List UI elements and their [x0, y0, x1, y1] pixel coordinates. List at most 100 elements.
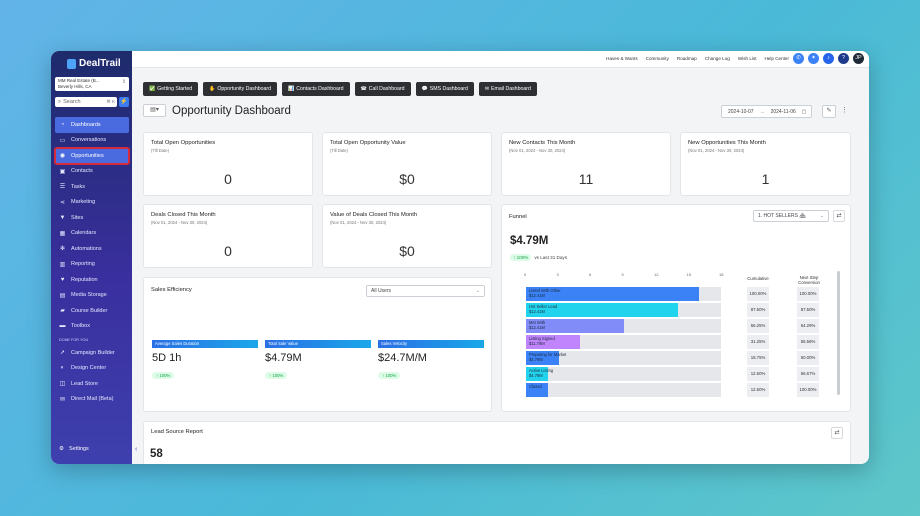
top-link-change-log[interactable]: Change Log	[704, 56, 730, 61]
axis-tick-label: 15	[686, 272, 691, 277]
top-link-wish-list[interactable]: Wish List	[737, 56, 757, 61]
sidebar-item-direct-mail-beta[interactable]: ✉ Direct Mail (Beta)	[55, 392, 129, 408]
tab-contacts-dashboard[interactable]: 📊 Contacts Dashboard	[282, 82, 350, 96]
funnel-stage-name: Active Listing	[529, 368, 554, 373]
calendar-icon: ▦	[59, 230, 66, 237]
swap-icon[interactable]: ⇄	[831, 427, 843, 439]
more-options-icon[interactable]: ⋮	[841, 107, 848, 114]
funnel-bar[interactable]: Listing Signed $11.78M	[526, 335, 581, 349]
date-range-picker[interactable]: 2024-10-07 → 2024-11-06 ▢	[721, 105, 812, 118]
stat-title: New Contacts This Month	[509, 140, 576, 146]
sidebar-item-contacts[interactable]: ▣ Contacts	[55, 164, 129, 180]
brand-logo[interactable]: DealTrail	[67, 58, 121, 69]
funnel-bar[interactable]: Closed	[526, 383, 548, 397]
view-toggle-button[interactable]: ▤▾	[143, 104, 166, 117]
megaphone-icon[interactable]: ✦	[808, 53, 819, 64]
stat-subtitle: (Nov 01, 2024 - Nov 30, 2024)	[509, 148, 566, 153]
tab-icon: ✉	[484, 86, 490, 92]
funnel-stage-name: Listed With Other	[529, 288, 561, 293]
help-icon[interactable]: ?	[838, 53, 849, 64]
sidebar: DealTrail MM Real Estate (B... Beverly H…	[51, 51, 132, 464]
funnel-bar[interactable]: Hot Seller Lead $12.41M	[526, 303, 678, 317]
metric-label: Total Sale Value	[265, 340, 371, 348]
top-link-roadmap[interactable]: Roadmap	[676, 56, 697, 61]
funnel-bar[interactable]: Met With $12.41M	[526, 319, 624, 333]
sidebar-item-marketing[interactable]: ⋖ Marketing	[55, 195, 129, 211]
sidebar-item-design-center[interactable]: ◐ Design Center	[55, 361, 129, 377]
axis-tick-label: 6	[589, 272, 592, 277]
axis-tick-label: 9	[621, 272, 624, 277]
top-bar: Haves & Wants Community Roadmap Change Log W…	[132, 51, 869, 68]
sidebar-item-label: Lead Store	[71, 380, 98, 387]
tab-getting-started[interactable]: ✅ Getting Started	[143, 82, 199, 96]
campaign-icon: ➚	[59, 350, 66, 357]
sidebar-item-dashboards[interactable]: ◔ Dashboards	[55, 117, 129, 133]
swap-icon[interactable]: ⇄	[833, 210, 845, 222]
sidebar-item-label: Opportunities	[71, 152, 104, 159]
quick-action-bolt-icon[interactable]: ⚡	[119, 97, 129, 107]
contacts-icon: ▣	[59, 168, 66, 175]
sidebar-item-conversations[interactable]: ▭ Conversations	[55, 133, 129, 149]
top-link-haves-wants[interactable]: Haves & Wants	[606, 56, 638, 61]
sidebar-item-reputation[interactable]: ♥ Reputation	[55, 272, 129, 288]
phone-icon[interactable]: ✆	[793, 53, 804, 64]
sidebar-item-label: Marketing	[71, 199, 96, 206]
tab-sms-dashboard[interactable]: 💬 SMS Dashboard	[415, 82, 474, 96]
design-icon: ◐	[60, 365, 65, 372]
sidebar-item-label: Sites	[71, 214, 84, 221]
sidebar-item-settings[interactable]: ⚙ Settings	[59, 446, 89, 452]
avatar[interactable]: JP	[853, 53, 864, 64]
user-filter-select[interactable]: All Users ⌄	[366, 285, 485, 297]
pipeline-select[interactable]: 1. HOT SELLERS 🏘 ⌄	[753, 210, 829, 222]
tab-label: Call Dashboard	[368, 86, 405, 92]
funnel-bar[interactable]: Listed With Other $12.41M	[526, 287, 700, 301]
tab-email-dashboard[interactable]: ✉ Email Dashboard	[478, 82, 537, 96]
next-step-cell: 87.50%	[797, 303, 819, 317]
collapse-sidebar-icon[interactable]: ‹	[135, 446, 138, 453]
edit-dashboard-button[interactable]: ✎	[822, 105, 836, 118]
heart-icon: ♥	[60, 276, 65, 283]
stat-card: New Contacts This Month (Nov 01, 2024 - …	[501, 132, 671, 196]
sidebar-item-campaign-builder[interactable]: ➚ Campaign Builder	[55, 345, 129, 361]
sidebar-item-label: Campaign Builder	[71, 349, 115, 356]
sidebar-item-reporting[interactable]: ▥ Reporting	[55, 257, 129, 273]
funnel-scrollbar[interactable]	[837, 271, 840, 395]
top-link-community[interactable]: Community	[645, 56, 669, 61]
sidebar-item-media-storage[interactable]: ▤ Media Storage	[55, 288, 129, 304]
sidebar-section-label: DONE FOR YOU	[59, 338, 89, 342]
compare-text: vs Last 31 Days	[534, 255, 568, 260]
sidebar-item-toolbox[interactable]: ▬ Toolbox	[55, 319, 129, 335]
location-switcher[interactable]: MM Real Estate (B... Beverly Hills, CA ⇕	[55, 77, 129, 91]
sidebar-item-label: Course Builder	[71, 307, 108, 314]
funnel-bar[interactable]: Preparing for Market $4.79M	[526, 351, 566, 365]
stat-card: Total Open Opportunity Value (Till Date)…	[322, 132, 492, 196]
sidebar-item-course-builder[interactable]: ▰ Course Builder	[55, 303, 129, 319]
sidebar-item-calendars[interactable]: ▦ Calendars	[55, 226, 129, 242]
top-link-help-center[interactable]: Help Center	[764, 56, 789, 61]
cumulative-cell: 18.75%	[747, 351, 769, 365]
stat-card: Deals Closed This Month (Nov 01, 2024 - …	[143, 204, 313, 268]
sidebar-item-label: Conversations	[71, 137, 107, 144]
funnel-change: ↑ 100%	[510, 254, 532, 261]
settings-label: Settings	[68, 446, 89, 452]
bell-icon[interactable]: ♪	[823, 53, 834, 64]
cumulative-cell: 12.50%	[747, 367, 769, 381]
funnel-bar[interactable]: Active Listing $4.79M	[526, 367, 554, 381]
funnel-total: $4.79M	[510, 235, 549, 247]
toolbox-icon: ▬	[59, 323, 66, 330]
sidebar-search[interactable]: ⌕ Search ⌘ K	[55, 97, 117, 107]
tab-call-dashboard[interactable]: ☎ Call Dashboard	[354, 82, 411, 96]
sidebar-item-sites[interactable]: ▼ Sites	[55, 210, 129, 226]
search-placeholder: Search	[63, 99, 81, 105]
card-title: Funnel	[509, 214, 527, 220]
metric-value: $4.79M	[265, 352, 302, 364]
sidebar-item-lead-store[interactable]: ◫ Lead Store	[55, 376, 129, 392]
metric: Average Sales Duration 5D 1h ↑ 100%	[152, 340, 258, 382]
stat-value: 0	[224, 171, 232, 187]
tab-opportunity-dashboard[interactable]: ✋ Opportunity Dashboard	[203, 82, 278, 96]
sidebar-item-tasks[interactable]: ☰ Tasks	[55, 179, 129, 195]
sidebar-item-opportunities[interactable]: ◉ Opportunities	[54, 147, 130, 165]
tab-label: Contacts Dashboard	[296, 86, 344, 92]
lead-source-total: 58	[150, 448, 163, 460]
sidebar-item-automations[interactable]: ✻ Automations	[55, 241, 129, 257]
